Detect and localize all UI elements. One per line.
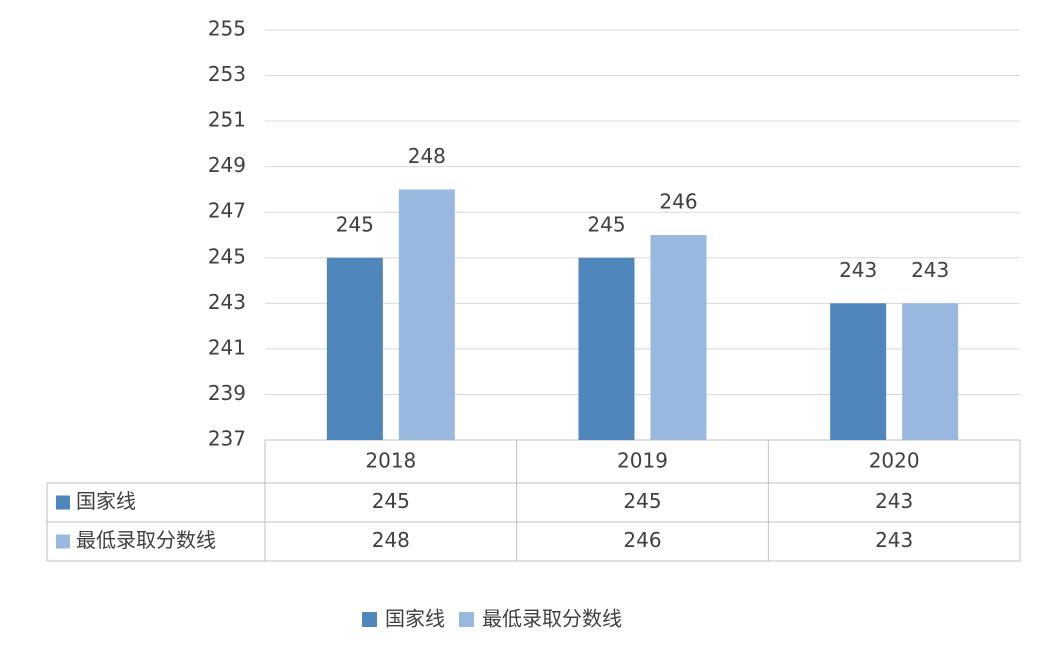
legend-key bbox=[362, 612, 377, 627]
legend-key bbox=[56, 534, 70, 549]
table-cell: 243 bbox=[875, 528, 913, 552]
data-label: 243 bbox=[911, 258, 949, 282]
y-tick-label: 251 bbox=[208, 108, 246, 132]
table-cell: 245 bbox=[372, 489, 410, 513]
table-cell: 243 bbox=[875, 489, 913, 513]
table-cell: 246 bbox=[623, 528, 661, 552]
y-tick-label: 255 bbox=[208, 17, 246, 41]
table-series-name: 国家线 bbox=[76, 489, 136, 513]
legend-label: 国家线 bbox=[385, 607, 445, 631]
x-tick-label: 2018 bbox=[365, 449, 416, 473]
bar bbox=[398, 189, 455, 440]
bar bbox=[578, 257, 635, 440]
y-tick-label: 239 bbox=[208, 381, 246, 405]
data-label: 243 bbox=[839, 258, 877, 282]
y-tick-label: 241 bbox=[208, 335, 246, 359]
y-tick-label: 253 bbox=[208, 62, 246, 86]
legend-key bbox=[56, 495, 70, 510]
x-tick-label: 2019 bbox=[617, 449, 668, 473]
data-label: 248 bbox=[408, 144, 446, 168]
data-label: 245 bbox=[587, 212, 625, 236]
data-label: 245 bbox=[336, 212, 374, 236]
bar bbox=[830, 303, 887, 440]
x-tick-label: 2020 bbox=[869, 449, 920, 473]
y-tick-label: 245 bbox=[208, 244, 246, 268]
bar bbox=[326, 257, 383, 440]
table-cell: 248 bbox=[372, 528, 410, 552]
legend-key bbox=[459, 612, 474, 627]
table-series-name: 最低录取分数线 bbox=[76, 528, 216, 552]
y-tick-label: 237 bbox=[208, 427, 246, 451]
legend-label: 最低录取分数线 bbox=[482, 607, 622, 631]
data-label: 246 bbox=[659, 190, 697, 214]
bar bbox=[650, 235, 707, 440]
table-cell: 245 bbox=[623, 489, 661, 513]
y-tick-label: 249 bbox=[208, 153, 246, 177]
y-tick-label: 247 bbox=[208, 199, 246, 223]
y-tick-label: 243 bbox=[208, 290, 246, 314]
bar bbox=[902, 303, 959, 440]
